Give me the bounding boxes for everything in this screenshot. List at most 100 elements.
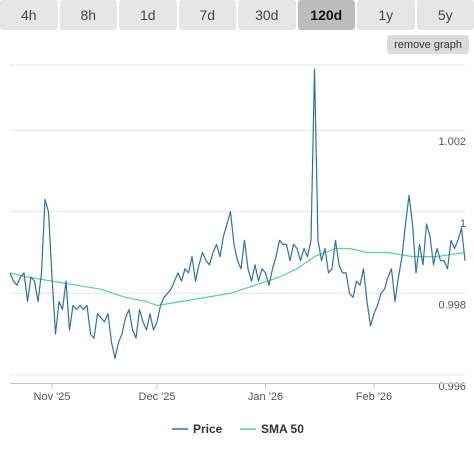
- data-point-price: [100, 317, 101, 318]
- data-point-price: [132, 329, 133, 330]
- data-point-price: [34, 281, 35, 282]
- data-point-price: [247, 268, 248, 269]
- data-point-price: [373, 313, 374, 314]
- data-point-price: [27, 301, 28, 302]
- data-point-price: [244, 240, 245, 241]
- y-tick-label: 1: [460, 218, 466, 230]
- data-point-price: [415, 272, 416, 273]
- data-point-price: [282, 244, 283, 245]
- x-tick-label: Jan '26: [248, 391, 283, 403]
- data-point-price: [223, 236, 224, 237]
- data-point-price: [181, 281, 182, 282]
- data-point-price: [198, 264, 199, 265]
- data-point-price: [72, 305, 73, 306]
- data-point-price: [328, 272, 329, 273]
- data-point-price: [321, 260, 322, 261]
- data-point-price: [258, 281, 259, 282]
- remove-graph-button[interactable]: remove graph: [387, 35, 469, 54]
- data-point-price: [447, 268, 448, 269]
- data-point-price: [384, 289, 385, 290]
- data-point-price: [153, 329, 154, 330]
- tab-5y[interactable]: 5y: [416, 0, 474, 30]
- data-point-price: [48, 211, 49, 212]
- tab-1y[interactable]: 1y: [357, 0, 415, 30]
- data-point-price: [275, 256, 276, 257]
- data-point-price: [401, 256, 402, 257]
- data-point-price: [184, 268, 185, 269]
- data-point-price: [23, 272, 24, 273]
- data-point-price: [317, 240, 318, 241]
- y-tick-label: 0.998: [438, 299, 466, 311]
- data-point-price: [114, 358, 115, 359]
- data-point-sma-50: [205, 297, 206, 298]
- data-point-price: [286, 244, 287, 245]
- data-point-price: [76, 309, 77, 310]
- data-point-sma-50: [156, 305, 157, 306]
- tab-4h[interactable]: 4h: [0, 0, 58, 30]
- tab-8h[interactable]: 8h: [59, 0, 117, 30]
- data-point-sma-50: [181, 301, 182, 302]
- x-tick-label: Feb '26: [356, 391, 392, 403]
- data-point-price: [55, 334, 56, 335]
- data-point-price: [293, 244, 294, 245]
- data-point-price: [342, 272, 343, 273]
- data-point-price: [440, 260, 441, 261]
- data-point-sma-50: [387, 252, 388, 253]
- data-point-sma-50: [436, 256, 437, 257]
- data-point-sma-50: [254, 285, 255, 286]
- data-point-price: [142, 321, 143, 322]
- data-point-price: [128, 309, 129, 310]
- data-point-price: [363, 268, 364, 269]
- x-tick-label: Nov '25: [34, 391, 71, 403]
- data-point-price: [461, 228, 462, 229]
- data-point-price: [237, 260, 238, 261]
- data-point-price: [202, 252, 203, 253]
- data-point-price: [289, 260, 290, 261]
- data-point-price: [233, 244, 234, 245]
- data-point-price: [107, 313, 108, 314]
- grid-lines: [10, 64, 465, 376]
- data-point-price: [174, 281, 175, 282]
- tab-120d[interactable]: 120d: [297, 0, 355, 30]
- data-point-price: [121, 334, 122, 335]
- data-point-price: [97, 313, 98, 314]
- data-point-price: [146, 329, 147, 330]
- data-point-price: [419, 244, 420, 245]
- data-point-price: [209, 264, 210, 265]
- data-point-sma-50: [314, 256, 315, 257]
- data-point-price: [412, 223, 413, 224]
- data-point-price: [398, 276, 399, 277]
- data-point-price: [394, 301, 395, 302]
- data-point-price: [356, 281, 357, 282]
- data-point-price: [90, 334, 91, 335]
- data-point-sma-50: [279, 276, 280, 277]
- data-point-price: [345, 272, 346, 273]
- data-point-price: [314, 69, 315, 70]
- legend-label-price[interactable]: Price: [193, 422, 223, 436]
- data-point-price: [9, 272, 10, 273]
- data-point-price: [405, 223, 406, 224]
- data-point-sma-50: [230, 293, 231, 294]
- data-point-price: [279, 240, 280, 241]
- data-point-price: [177, 272, 178, 273]
- series-line-sma-50: [9, 247, 466, 307]
- legend-label-sma-50[interactable]: SMA 50: [261, 422, 304, 436]
- data-point-price: [300, 260, 301, 261]
- data-point-price: [387, 276, 388, 277]
- tab-30d[interactable]: 30d: [238, 0, 296, 30]
- data-point-price: [79, 305, 80, 306]
- data-point-price: [331, 268, 332, 269]
- data-point-price: [118, 342, 119, 343]
- data-point-price: [377, 305, 378, 306]
- data-point-price: [20, 276, 21, 277]
- tab-7d[interactable]: 7d: [178, 0, 236, 30]
- tab-1d[interactable]: 1d: [119, 0, 177, 30]
- data-point-price: [44, 199, 45, 200]
- data-point-sma-50: [349, 248, 350, 249]
- data-point-price: [464, 260, 465, 261]
- data-point-price: [30, 276, 31, 277]
- data-point-sma-50: [296, 268, 297, 269]
- data-point-price: [324, 248, 325, 249]
- data-point-sma-50: [146, 301, 147, 302]
